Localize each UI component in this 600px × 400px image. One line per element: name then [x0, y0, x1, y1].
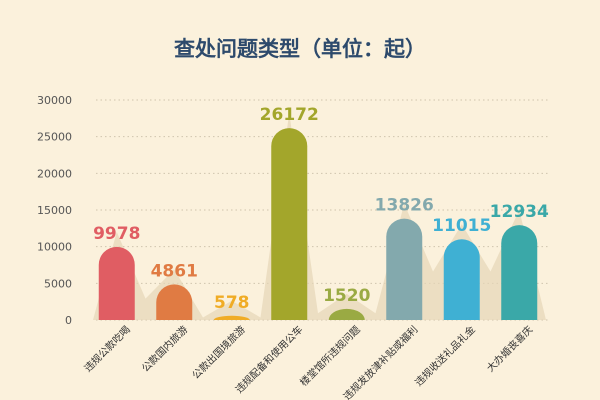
silhouette-shape: [93, 113, 546, 321]
bar: [271, 128, 308, 320]
bar: [98, 246, 135, 320]
value-label: 12934: [490, 202, 549, 222]
value-label: 578: [214, 293, 250, 313]
value-label: 11015: [432, 216, 491, 236]
bar: [328, 308, 365, 320]
y-axis-ticks: 30000 25000 20000 15000 10000 5000 0: [37, 94, 72, 327]
background-silhouette: [93, 113, 546, 321]
y-tick-label: 30000: [37, 94, 72, 107]
x-axis-labels: 违规公款吃喝 公款国内旅游 公款出国境旅游违规配备和使用公车楼堂馆所违规问题违规发放…: [81, 323, 535, 400]
bar: [443, 239, 480, 320]
bar: [156, 284, 193, 320]
category-label: 公款出国境旅游: [189, 323, 248, 382]
value-label: 9978: [93, 224, 140, 244]
y-tick-label: 25000: [37, 131, 72, 144]
value-label: 26172: [260, 105, 319, 125]
category-label: 违规公款吃喝: [81, 323, 133, 375]
value-label: 1520: [323, 286, 370, 306]
category-label: 公款国内旅游: [139, 323, 191, 375]
y-tick-label: 0: [65, 314, 72, 327]
bar: [213, 315, 250, 320]
bar: [386, 218, 423, 320]
value-label: 13826: [375, 196, 434, 216]
category-label: 违规收送礼品礼金: [412, 323, 478, 389]
y-tick-label: 10000: [37, 241, 72, 254]
bar: [501, 225, 538, 320]
category-label: 大办婚丧喜庆: [484, 323, 536, 375]
bars: [98, 128, 538, 320]
y-tick-label: 20000: [37, 167, 72, 180]
y-tick-label: 5000: [44, 277, 72, 290]
chart-title: 查处问题类型（单位：起）: [174, 37, 426, 61]
value-label: 4861: [151, 261, 198, 281]
y-tick-label: 15000: [37, 204, 72, 217]
category-label: 楼堂馆所违规问题: [297, 323, 363, 389]
